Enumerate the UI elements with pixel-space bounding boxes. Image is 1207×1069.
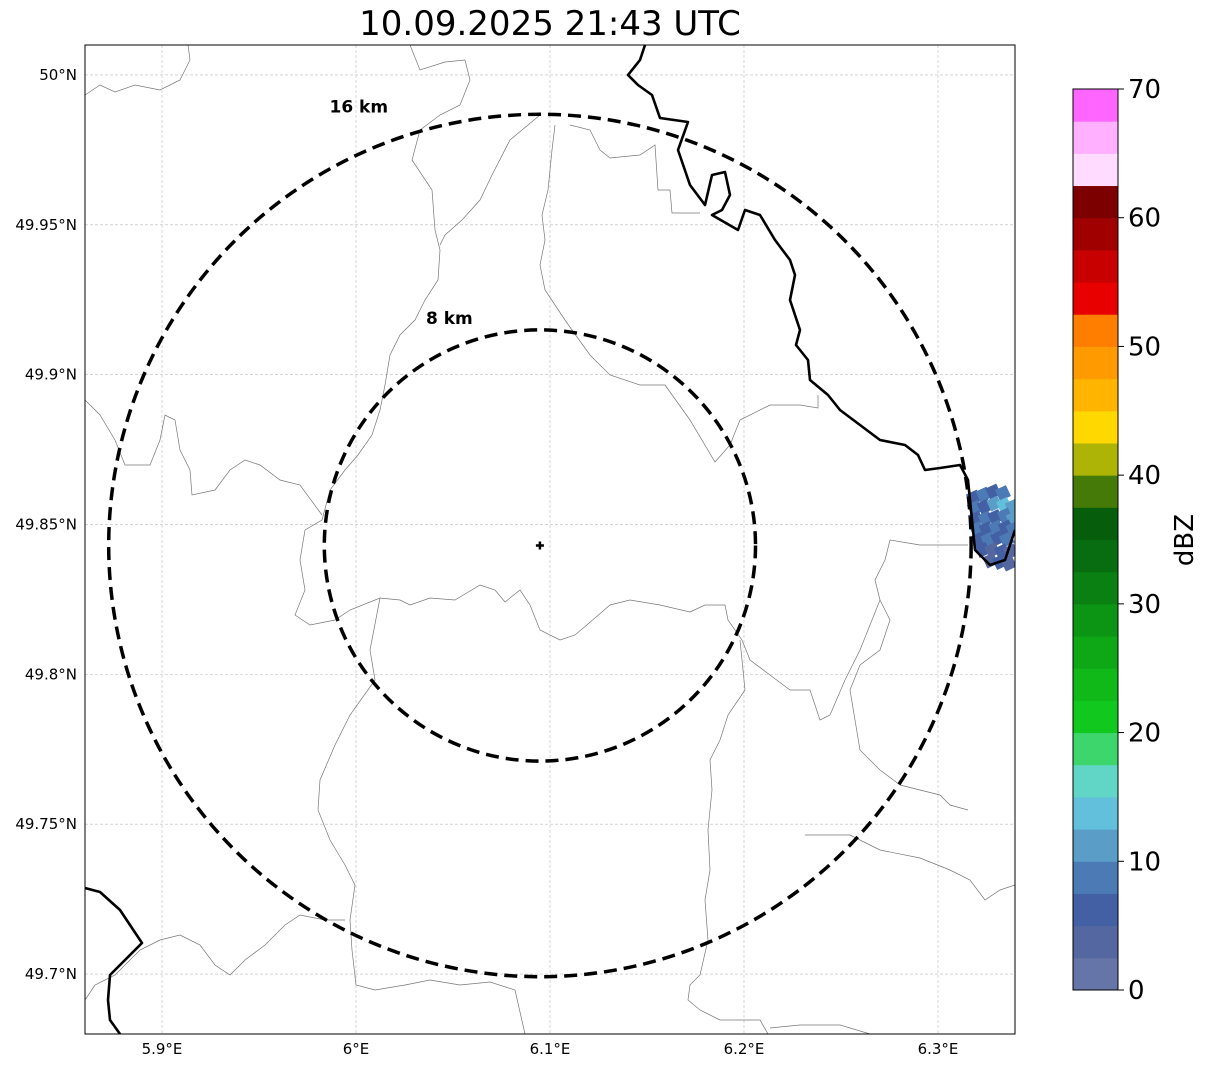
colorbar-tick-label: 20 <box>1128 719 1161 749</box>
y-tick-label: 50°N <box>39 66 77 84</box>
y-tick-label: 49.95°N <box>15 216 77 234</box>
colorbar-bin <box>1073 829 1118 862</box>
colorbar-bin <box>1073 153 1118 187</box>
colorbar-bin <box>1073 957 1118 991</box>
colorbar-bin <box>1073 217 1118 251</box>
admin-boundaries <box>85 45 1015 1034</box>
axis-ticks: 5.9°E 6°E 6.1°E 6.2°E 6.3°E 50°N 49.95°N 49.9°N… <box>15 66 958 1058</box>
colorbar-tick-label: 0 <box>1128 976 1145 1006</box>
colorbar-bin <box>1073 764 1118 798</box>
x-tick-label: 6.3°E <box>918 1040 959 1058</box>
y-tick-label: 49.8°N <box>25 665 77 683</box>
colorbar-bin <box>1073 378 1118 412</box>
colorbar-tick-label: 50 <box>1128 332 1161 362</box>
colorbar-bin <box>1073 796 1118 830</box>
colorbar-tick-label: 10 <box>1128 847 1161 877</box>
colorbar-bin <box>1073 121 1118 154</box>
colorbar-tick-label: 30 <box>1128 590 1161 620</box>
colorbar-bin <box>1073 507 1118 540</box>
range-ring <box>106 112 973 979</box>
gridlines <box>85 45 1015 1034</box>
echo-cell <box>985 483 1002 500</box>
colorbar-bin <box>1073 314 1118 347</box>
colorbar-bin <box>1073 636 1118 669</box>
colorbar-tick-label: 60 <box>1128 204 1161 234</box>
colorbar-frame <box>1072 88 1119 991</box>
radar-echoes <box>965 483 1015 572</box>
colorbar-bin <box>1073 410 1118 444</box>
colorbar-bin <box>1073 282 1118 315</box>
colorbar-bin <box>1073 249 1118 283</box>
x-tick-label: 5.9°E <box>142 1040 183 1058</box>
colorbar-bin <box>1073 571 1118 605</box>
colorbar-tick-label: 40 <box>1128 461 1161 491</box>
colorbar-bin <box>1073 539 1118 573</box>
colorbar-bin <box>1073 603 1118 637</box>
colorbar-bin <box>1073 925 1118 959</box>
echo-cell <box>984 542 1001 558</box>
range-ring-label: 8 km <box>426 309 473 329</box>
x-tick-label: 6°E <box>343 1040 370 1058</box>
y-tick-label: 49.9°N <box>25 366 77 384</box>
colorbar: 0 10 20 30 40 50 60 70 dBZ <box>1072 75 1200 1006</box>
colorbar-bin <box>1073 442 1118 476</box>
colorbar-bin <box>1073 475 1118 508</box>
colorbar-bin <box>1073 89 1118 122</box>
x-tick-label: 6.1°E <box>530 1040 571 1058</box>
colorbar-bin <box>1073 346 1118 380</box>
colorbar-bin <box>1073 185 1118 219</box>
map-frame <box>84 44 1016 1035</box>
x-tick-label: 6.2°E <box>724 1040 765 1058</box>
range-ring-label: 16 km <box>329 97 388 117</box>
colorbar-bin <box>1073 700 1118 734</box>
radar-site-marker <box>535 541 544 550</box>
y-tick-label: 49.85°N <box>15 516 77 534</box>
chart-title: 10.09.2025 21:43 UTC <box>359 4 741 44</box>
colorbar-bin <box>1073 861 1118 894</box>
range-ring <box>322 328 758 763</box>
echo-cell <box>994 485 1011 502</box>
y-tick-label: 49.7°N <box>25 965 77 983</box>
colorbar-bin <box>1073 732 1118 766</box>
colorbar-tick-label: 70 <box>1128 75 1161 105</box>
country-borders <box>85 45 1015 1034</box>
colorbar-bin <box>1073 893 1118 927</box>
colorbar-label: dBZ <box>1170 514 1200 566</box>
echo-cell <box>986 495 1003 512</box>
y-tick-label: 49.75°N <box>15 815 77 833</box>
range-rings: 8 km 16 km <box>106 97 973 979</box>
colorbar-bin <box>1073 668 1118 701</box>
